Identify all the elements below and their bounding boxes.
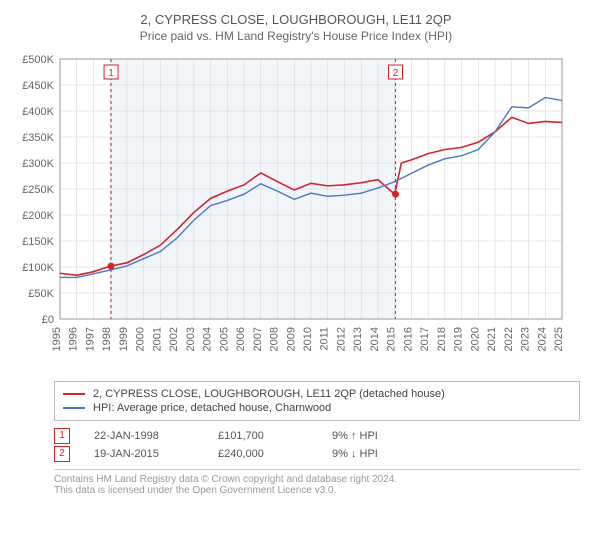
svg-text:£50K: £50K: [28, 288, 54, 300]
svg-text:2005: 2005: [218, 327, 230, 351]
svg-text:1998: 1998: [101, 327, 113, 351]
svg-text:2025: 2025: [553, 327, 565, 351]
svg-text:2010: 2010: [302, 327, 314, 351]
sale-date: 19-JAN-2015: [94, 448, 194, 460]
sale-price: £101,700: [218, 430, 308, 442]
svg-text:2012: 2012: [335, 327, 347, 351]
svg-text:2021: 2021: [486, 327, 498, 351]
legend-row: HPI: Average price, detached house, Char…: [63, 401, 571, 415]
svg-text:2002: 2002: [168, 327, 180, 351]
chart-svg: £0 £50K £100K £150K £200K £250K £300K £350K £400…: [12, 51, 572, 371]
sale-row: 2 19-JAN-2015 £240,000 9% ↓ HPI: [54, 445, 580, 463]
svg-text:2018: 2018: [436, 327, 448, 351]
sale-date: 22-JAN-1998: [94, 430, 194, 442]
svg-text:2015: 2015: [386, 327, 398, 351]
sale-number-box: 2: [54, 446, 70, 462]
svg-text:2013: 2013: [352, 327, 364, 351]
svg-text:£200K: £200K: [22, 210, 54, 222]
svg-text:1997: 1997: [84, 327, 96, 351]
svg-text:2017: 2017: [419, 327, 431, 351]
legend-swatch-property: [63, 393, 85, 395]
svg-text:1: 1: [108, 68, 114, 79]
svg-text:1995: 1995: [51, 327, 63, 351]
svg-text:2001: 2001: [151, 327, 163, 351]
svg-text:£450K: £450K: [22, 80, 54, 92]
svg-text:2020: 2020: [469, 327, 481, 351]
svg-text:2022: 2022: [503, 327, 515, 351]
page-title: 2, CYPRESS CLOSE, LOUGHBOROUGH, LE11 2QP: [12, 12, 580, 27]
sale-number-box: 1: [54, 428, 70, 444]
svg-text:2016: 2016: [402, 327, 414, 351]
svg-text:£400K: £400K: [22, 106, 54, 118]
footer-line: Contains HM Land Registry data © Crown c…: [54, 474, 580, 485]
svg-text:£350K: £350K: [22, 132, 54, 144]
svg-text:1996: 1996: [68, 327, 80, 351]
legend-swatch-hpi: [63, 407, 85, 409]
svg-text:£0: £0: [42, 314, 54, 326]
svg-text:£300K: £300K: [22, 158, 54, 170]
svg-text:2003: 2003: [185, 327, 197, 351]
svg-text:2023: 2023: [520, 327, 532, 351]
svg-text:2011: 2011: [319, 327, 331, 351]
svg-text:2008: 2008: [269, 327, 281, 351]
svg-text:£250K: £250K: [22, 184, 54, 196]
svg-text:2000: 2000: [135, 327, 147, 351]
sales-table: 1 22-JAN-1998 £101,700 9% ↑ HPI 2 19-JAN-2015…: [54, 427, 580, 463]
svg-text:£500K: £500K: [22, 54, 54, 66]
sale-row: 1 22-JAN-1998 £101,700 9% ↑ HPI: [54, 427, 580, 445]
attribution: Contains HM Land Registry data © Crown c…: [54, 469, 580, 496]
chart-legend: 2, CYPRESS CLOSE, LOUGHBOROUGH, LE11 2QP…: [54, 381, 580, 421]
sale-price: £240,000: [218, 448, 308, 460]
price-chart: £0 £50K £100K £150K £200K £250K £300K £350K £400…: [12, 51, 580, 371]
svg-text:£100K: £100K: [22, 262, 54, 274]
svg-text:2006: 2006: [235, 327, 247, 351]
svg-text:2007: 2007: [252, 327, 264, 351]
page-subtitle: Price paid vs. HM Land Registry's House …: [12, 29, 580, 43]
svg-text:2014: 2014: [369, 327, 381, 351]
sale-delta: 9% ↓ HPI: [332, 448, 378, 460]
svg-text:£150K: £150K: [22, 236, 54, 248]
svg-text:2019: 2019: [453, 327, 465, 351]
svg-text:1999: 1999: [118, 327, 130, 351]
svg-text:2004: 2004: [202, 327, 214, 351]
legend-row: 2, CYPRESS CLOSE, LOUGHBOROUGH, LE11 2QP…: [63, 387, 571, 401]
svg-text:2: 2: [393, 68, 399, 79]
legend-label: 2, CYPRESS CLOSE, LOUGHBOROUGH, LE11 2QP…: [93, 388, 445, 400]
svg-text:2009: 2009: [285, 327, 297, 351]
legend-label: HPI: Average price, detached house, Char…: [93, 402, 331, 414]
svg-text:2024: 2024: [536, 327, 548, 351]
footer-line: This data is licensed under the Open Gov…: [54, 485, 580, 496]
sale-delta: 9% ↑ HPI: [332, 430, 378, 442]
